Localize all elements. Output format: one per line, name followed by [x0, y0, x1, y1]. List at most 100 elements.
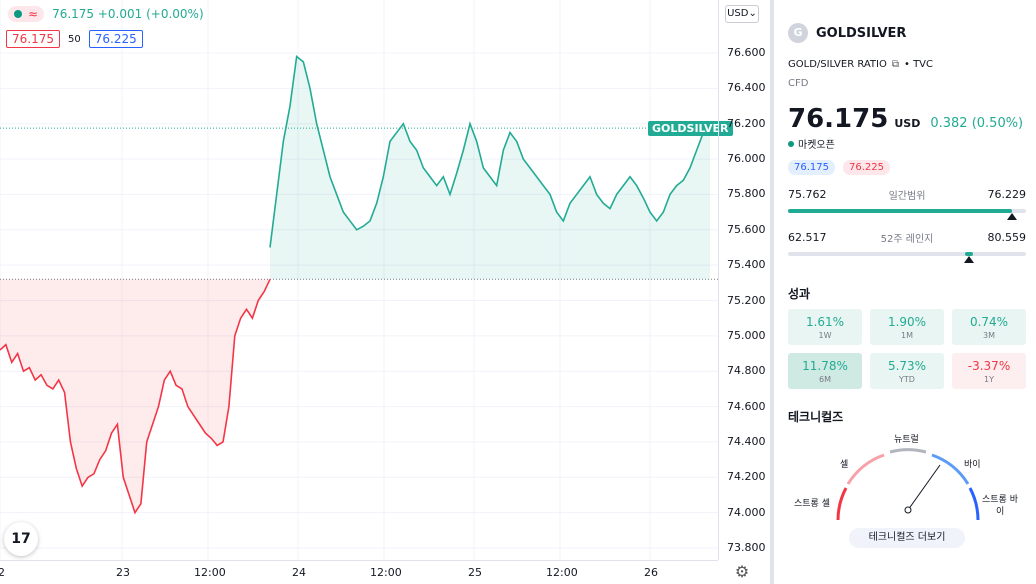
price-tick-label: 74.800 — [727, 364, 766, 378]
technicals-gauge: 스트롱 셀 셀 뉴트럴 바이 스트롱 바 이 — [788, 428, 1028, 528]
price-tick-label: 74.200 — [727, 470, 766, 484]
exchange-name[interactable]: • TVC — [904, 59, 934, 70]
last-price: 76.175 — [788, 104, 889, 134]
time-tick-label: 12:00 — [546, 566, 578, 579]
time-axis[interactable]: 2 23 12:00 24 12:00 25 12:00 26 — [0, 560, 718, 584]
performance-value: 5.73% — [887, 358, 927, 373]
time-tick-label: 2 — [0, 566, 5, 579]
performance-grid: 1.61% 1W 1.90% 1M 0.74% 3M 11.78% 6M 5.73% YTD -3.… — [788, 309, 1026, 389]
gauge-needle — [907, 464, 941, 511]
performance-period: YTD — [899, 374, 915, 384]
performance-cell-1m: 1.90% 1M — [870, 309, 944, 345]
symbol-description-row: GOLD/SILVER RATIO ⧉ • TVC — [788, 59, 933, 70]
price-tick-label: 75.800 — [727, 187, 766, 201]
day-range-fill — [788, 209, 1012, 213]
below-baseline-line — [0, 278, 271, 515]
day-range-label: 일간범위 — [888, 191, 926, 202]
symbol-description[interactable]: GOLD/SILVER RATIO — [788, 59, 887, 70]
price-axis[interactable]: 76.600 76.400 76.200 76.000 75.800 75.600 75.4… — [718, 0, 768, 560]
price-tick-label: 75.000 — [727, 328, 766, 342]
symbol-header: G GOLDSILVER — [788, 23, 906, 43]
buy-button[interactable]: 76.225 — [88, 30, 143, 48]
gauge-strong-sell-arc — [836, 487, 848, 521]
market-open-dot-icon — [14, 10, 22, 18]
market-open-dot-icon — [788, 140, 794, 147]
week52-range-label: 52주 레인지 — [880, 234, 934, 245]
bid-ask-row: 76.175 50 76.225 — [6, 30, 143, 48]
sell-button[interactable]: 76.175 — [6, 30, 60, 48]
tradingview-logo-icon[interactable]: 17 — [4, 522, 38, 556]
price-tick-label: 75.200 — [727, 293, 766, 307]
price-change: 0.382 (0.50%) — [930, 116, 1024, 131]
performance-title: 성과 — [788, 287, 811, 301]
gauge-sell-arc — [846, 453, 885, 485]
week52-range-marker — [963, 256, 974, 263]
bid-chip: 76.175 — [788, 160, 835, 175]
market-status-label: 마켓오픈 — [798, 140, 835, 151]
performance-cell-ytd: 5.73% YTD — [870, 353, 944, 389]
performance-cell-6m: 11.78% 6M — [788, 353, 862, 389]
below-baseline-area — [0, 279, 270, 513]
gauge-strong-buy-arc — [968, 487, 980, 521]
gear-icon[interactable]: ⚙ — [734, 562, 750, 581]
price-tick-label: 73.800 — [727, 541, 766, 554]
bid-ask-chips: 76.175 76.225 — [788, 160, 890, 175]
week52-range: 62.517 52주 레인지 80.559 — [788, 230, 1026, 263]
price-tick-label: 76.000 — [727, 152, 766, 166]
symbol-logo: G — [788, 23, 808, 43]
market-status-badge[interactable]: ≈ — [8, 6, 45, 22]
symbol-details-panel: G GOLDSILVER GOLD/SILVER RATIO ⧉ • TVC C… — [770, 0, 1036, 584]
time-tick-label: 12:00 — [370, 566, 402, 579]
price-currency: USD — [894, 117, 921, 130]
currency-select-button[interactable]: USD⌄ — [725, 5, 759, 23]
chart-legend: ≈ 76.175 +0.001 (+0.00%) — [8, 6, 204, 22]
symbol-name[interactable]: GOLDSILVER — [816, 25, 907, 41]
week52-range-fill — [964, 252, 973, 256]
market-status: 마켓오픈 — [788, 136, 835, 151]
price-tick-label: 76.400 — [727, 81, 766, 95]
gauge-buy-label: 바이 — [964, 460, 981, 470]
gauge-svg — [836, 448, 980, 521]
performance-period: 1Y — [984, 374, 994, 384]
spread-value: 50 — [68, 33, 81, 45]
performance-period: 3M — [983, 330, 995, 340]
price-chart[interactable] — [0, 0, 718, 560]
performance-cell-1w: 1.61% 1W — [788, 309, 862, 345]
performance-value: 11.78% — [802, 358, 848, 373]
time-tick-label: 26 — [644, 566, 658, 579]
price-tick-label: 74.400 — [727, 434, 766, 448]
wave-icon: ≈ — [28, 7, 39, 21]
time-tick-label: 23 — [116, 566, 130, 579]
performance-period: 6M — [819, 374, 831, 384]
performance-cell-3m: 0.74% 3M — [952, 309, 1026, 345]
gauge-neutral-label: 뉴트럴 — [894, 435, 919, 445]
last-price-tag: GOLDSILVER — [648, 121, 733, 136]
technicals-title[interactable]: 테크니컬즈 — [788, 410, 844, 424]
chart-area[interactable]: ≈ 76.175 +0.001 (+0.00%) 76.175 50 76.22… — [0, 0, 733, 584]
week52-range-low: 62.517 — [788, 231, 827, 244]
gauge-pivot — [904, 506, 912, 514]
week52-range-track — [788, 252, 1026, 263]
time-tick-label: 25 — [468, 566, 482, 579]
gauge-strong-buy-label: 스트롱 바 — [982, 495, 1018, 505]
gauge-buy-arc — [931, 453, 970, 485]
day-range-high: 76.229 — [987, 188, 1027, 201]
above-baseline-line — [269, 55, 711, 248]
day-range-track — [788, 209, 1026, 220]
day-range-marker — [1006, 213, 1017, 220]
performance-value: 1.61% — [805, 314, 845, 329]
legend-price: 76.175 +0.001 (+0.00%) — [52, 7, 204, 21]
external-link-icon[interactable]: ⧉ — [891, 59, 899, 70]
gauge-strong-sell-label: 스트롱 셀 — [794, 499, 830, 509]
above-baseline-area — [270, 56, 710, 280]
price-tick-label: 75.400 — [727, 258, 766, 272]
gauge-neutral-arc — [889, 448, 927, 454]
performance-period: 1M — [901, 330, 913, 340]
more-technicals-button[interactable]: 테크니컬즈 더보기 — [849, 528, 965, 548]
performance-value: 1.90% — [887, 314, 927, 329]
day-range-low: 75.762 — [788, 188, 827, 201]
time-tick-label: 12:00 — [194, 566, 226, 579]
chevron-down-icon: ⌄ — [748, 8, 757, 19]
performance-value: -3.37% — [967, 358, 1011, 373]
gauge-strong-buy-label-cont: 이 — [996, 507, 1005, 517]
